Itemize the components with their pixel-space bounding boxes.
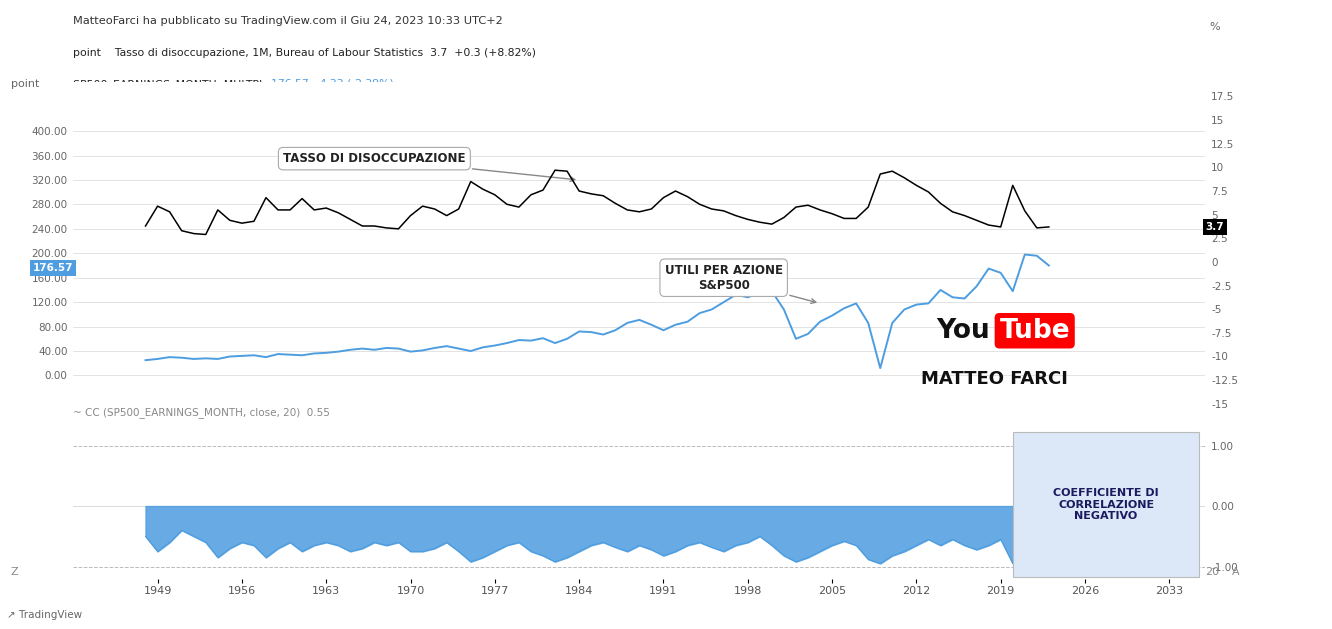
Text: You: You	[936, 318, 990, 343]
Text: %: %	[1209, 22, 1220, 32]
Text: ↗ TradingView: ↗ TradingView	[7, 610, 81, 620]
Text: SP500_EARNINGS_MONTH, MULTPL: SP500_EARNINGS_MONTH, MULTPL	[73, 79, 272, 90]
FancyBboxPatch shape	[1012, 432, 1199, 577]
Text: 3.7: 3.7	[1205, 222, 1224, 232]
Text: Z: Z	[11, 567, 19, 577]
Text: MATTEO FARCI: MATTEO FARCI	[922, 370, 1068, 388]
Text: UTILI PER AZIONE
S&P500: UTILI PER AZIONE S&P500	[665, 264, 815, 303]
Text: COEFFICIENTE DI
CORRELAZIONE
NEGATIVO: COEFFICIENTE DI CORRELAZIONE NEGATIVO	[1054, 488, 1159, 521]
Text: 20: 20	[1205, 567, 1220, 577]
Text: MatteoFarci ha pubblicato su TradingView.com il Giu 24, 2023 10:33 UTC+2: MatteoFarci ha pubblicato su TradingView…	[73, 16, 503, 26]
Text: point    Tasso di disoccupazione, 1M, Bureau of Labour Statistics  3.7  +0.3 (+8: point Tasso di disoccupazione, 1M, Burea…	[73, 48, 537, 58]
Text: TASSO DI DISOCCUPAZIONE: TASSO DI DISOCCUPAZIONE	[284, 152, 575, 181]
Text: ~ CC (SP500_EARNINGS_MONTH, close, 20)  0.55: ~ CC (SP500_EARNINGS_MONTH, close, 20) 0…	[73, 408, 330, 418]
Text: Tube: Tube	[999, 318, 1070, 343]
Text: A: A	[1232, 567, 1240, 577]
Text: 176.57  -4.33 (-2.39%): 176.57 -4.33 (-2.39%)	[272, 79, 394, 89]
Text: 176.57: 176.57	[33, 263, 73, 272]
Text: point: point	[11, 79, 39, 89]
